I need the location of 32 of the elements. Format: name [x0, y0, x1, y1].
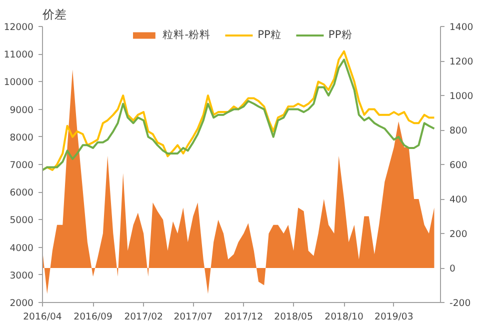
y-tick-label: 7000 — [10, 160, 34, 171]
y2-tick-label: 600 — [450, 160, 468, 171]
y2-tick-label: 800 — [450, 126, 468, 136]
y2-tick-label: 0 — [450, 264, 456, 274]
y2-tick-label: -200 — [450, 298, 471, 309]
y2-tick-label: 1400 — [450, 22, 474, 33]
x-tick-label: 2018/05 — [274, 312, 313, 322]
y-tick-label: 3000 — [10, 270, 34, 282]
y-tick-label: 9000 — [10, 104, 34, 116]
y-tick-label: 2000 — [10, 298, 34, 309]
x-tick-label: 2016/09 — [74, 312, 112, 322]
y-tick-label: 10000 — [4, 77, 34, 88]
y2-tick-label: 200 — [450, 229, 468, 240]
x-tick-label: 2017/07 — [174, 312, 213, 322]
x-tick-label: 2019/03 — [374, 312, 414, 322]
y-tick-label: 6000 — [10, 188, 34, 199]
legend-label: PP粒 — [258, 28, 282, 42]
y-tick-label: 8000 — [10, 132, 34, 144]
y2-tick-label: 1200 — [450, 56, 474, 68]
y2-tick-label: 400 — [450, 194, 468, 206]
x-tick-label: 2017/02 — [124, 312, 163, 322]
y-tick-label: 5000 — [10, 215, 34, 226]
y-tick-label: 4000 — [10, 242, 34, 254]
y-tick-label: 11000 — [4, 50, 34, 61]
y2-tick-label: 1000 — [450, 91, 474, 102]
legend-label: 粒料-粉料 — [162, 28, 211, 42]
legend-label: PP粉 — [328, 28, 352, 42]
x-tick-label: 2018/10 — [324, 312, 364, 322]
x-tick-label: 2016/04 — [23, 312, 62, 322]
x-tick-label: 2017/12 — [224, 312, 264, 322]
y-axis-title: 价差 — [42, 8, 66, 22]
y-tick-label: 12000 — [4, 22, 34, 33]
